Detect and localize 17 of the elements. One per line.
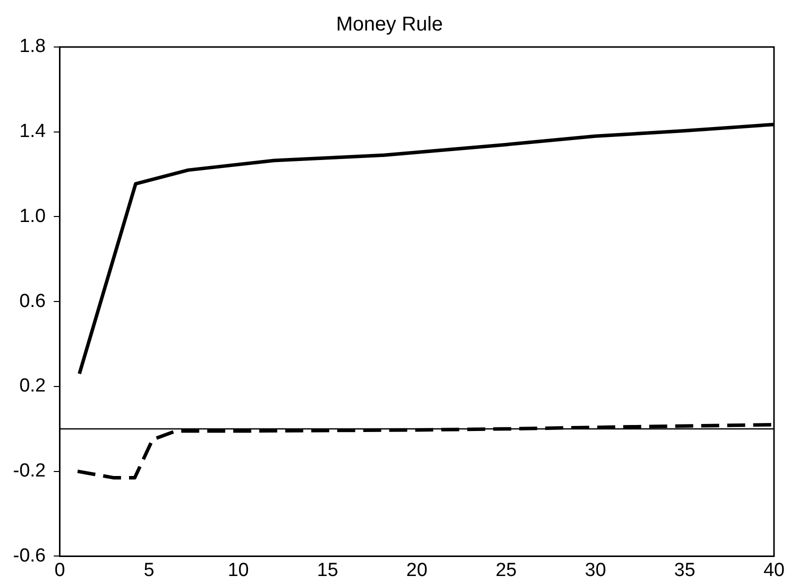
y-tick-label: 1.0 <box>19 206 46 227</box>
y-tick-label: -0.6 <box>12 545 46 566</box>
y-tick-label: 0.6 <box>19 290 46 312</box>
x-tick-label: 25 <box>496 560 517 581</box>
y-tick-label: 1.4 <box>19 121 46 142</box>
x-tick-label: 0 <box>54 560 66 581</box>
x-tick-label: 10 <box>228 560 249 581</box>
chart-title: Money Rule <box>336 14 443 36</box>
x-tick-label: 30 <box>584 560 606 581</box>
x-tick-label: 35 <box>674 560 696 581</box>
y-tick-label: -0.2 <box>12 460 46 482</box>
x-tick-label: 5 <box>144 560 154 581</box>
x-tick-label: 40 <box>763 560 785 581</box>
y-tick-label: 0.2 <box>19 376 46 397</box>
x-tick-label: 15 <box>317 560 338 581</box>
y-tick-label: 1.8 <box>19 36 46 58</box>
x-tick-label: 20 <box>406 560 428 581</box>
